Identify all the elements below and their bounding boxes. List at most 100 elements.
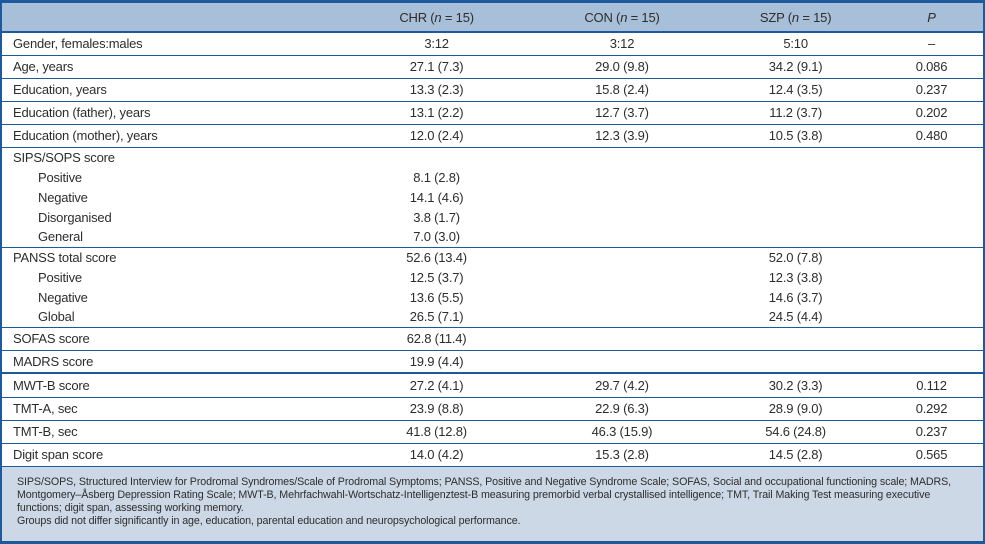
row-label: General — [38, 229, 83, 245]
row-label: MADRS score — [2, 349, 341, 373]
value-szp: 24.5 (4.4) — [768, 309, 823, 325]
value-con — [533, 187, 712, 207]
value-szp — [711, 187, 880, 207]
table-row: Negative 13.6 (5.5) 14.6 (3.7) — [2, 287, 983, 307]
value-szp: 34.2 (9.1) — [711, 54, 880, 78]
row-label: Positive — [38, 169, 82, 185]
value-chr: 62.8 (11.4) — [340, 326, 533, 350]
value-p: 0.202 — [879, 100, 983, 124]
value-chr: 23.9 (8.8) — [340, 396, 533, 420]
value-con: 3:12 — [609, 36, 635, 52]
value-chr: 8.1 (2.8) — [413, 169, 460, 185]
row-label: Age, years — [2, 54, 341, 78]
table-row: Education (father), years 13.1 (2.2) 12.7 … — [2, 100, 983, 124]
row-label: Education (mother), years — [2, 123, 341, 147]
table-row: Age, years 27.1 (7.3) 29.0 (9.8) 34.2 (9.1)… — [2, 54, 983, 78]
value-szp: 30.2 (3.3) — [711, 372, 880, 397]
footnote-note: Groups did not differ significantly in a… — [17, 515, 521, 527]
table-row: Disorganised 3.8 (1.7) — [2, 207, 983, 227]
value-chr: 12.0 (2.4) — [340, 123, 533, 147]
table-row: Education, years 13.3 (2.3) 15.8 (2.4) 12.4… — [2, 77, 983, 101]
footnote-block: SIPS/SOPS, Structured Interview for Prod… — [2, 466, 983, 541]
value-szp — [711, 207, 880, 227]
value-p: 0.237 — [879, 419, 983, 443]
table-row: MWT-B score 27.2 (4.1) 29.7 (4.2) 30.2 (3.3… — [2, 372, 983, 397]
value-p — [880, 227, 983, 247]
table-row: Education (mother), years 12.0 (2.4) 12.3 … — [2, 123, 983, 147]
value-szp: 10.5 (3.8) — [711, 123, 880, 147]
row-label: Negative — [38, 289, 88, 305]
value-chr: 13.6 (5.5) — [409, 289, 464, 305]
row-label: Education, years — [2, 77, 341, 101]
row-label: MWT-B score — [2, 372, 341, 397]
value-chr: 19.9 (4.4) — [340, 349, 533, 373]
value-con: 22.9 (6.3) — [532, 396, 712, 420]
value-szp: 54.6 (24.8) — [711, 419, 880, 443]
value-p: 0.237 — [879, 77, 983, 101]
table-row: TMT-B, sec 41.8 (12.8) 46.3 (15.9) 54.6 (24… — [2, 419, 983, 443]
value-szp: 12.3 (3.8) — [768, 269, 823, 285]
value-chr: 26.5 (7.1) — [409, 309, 464, 325]
value-p — [880, 187, 983, 207]
table-row: Positive 12.5 (3.7) 12.3 (3.8) — [2, 267, 983, 287]
value-p: – — [927, 36, 935, 52]
table-row: Positive 8.1 (2.8) — [2, 167, 983, 187]
value-p — [880, 167, 983, 187]
value-con — [533, 267, 712, 287]
value-con — [533, 207, 712, 227]
row-label: TMT-B, sec — [2, 419, 341, 443]
value-chr: 7.0 (3.0) — [413, 229, 460, 245]
value-con: 29.0 (9.8) — [532, 54, 712, 78]
value-p — [880, 267, 983, 287]
value-szp: 5:10 — [783, 36, 808, 52]
row-label: SIPS/SOPS score — [2, 146, 341, 167]
value-chr: 27.2 (4.1) — [340, 372, 533, 397]
value-chr — [340, 146, 533, 167]
value-szp — [711, 227, 880, 247]
value-con: 15.3 (2.8) — [532, 442, 712, 466]
value-con — [532, 349, 712, 373]
row-label: Positive — [38, 269, 82, 285]
value-szp: 12.4 (3.5) — [711, 77, 880, 101]
table-row: SIPS/SOPS score — [2, 146, 983, 167]
value-con: 12.7 (3.7) — [532, 100, 712, 124]
value-chr: 52.6 (13.4) — [340, 246, 533, 267]
header-label-empty — [2, 3, 341, 33]
value-con: 46.3 (15.9) — [532, 419, 712, 443]
value-con — [533, 167, 712, 187]
demographics-table: CHR (n = 15) CON (n = 15) SZP (n = 15) P… — [2, 3, 983, 466]
row-label: Negative — [38, 189, 88, 205]
value-p — [879, 326, 983, 350]
row-label: Global — [38, 309, 75, 325]
table-row: TMT-A, sec 23.9 (8.8) 22.9 (6.3) 28.9 (9.0)… — [2, 396, 983, 420]
value-chr: 13.3 (2.3) — [340, 77, 533, 101]
value-szp: 14.6 (3.7) — [768, 289, 823, 305]
value-con: 15.8 (2.4) — [532, 77, 712, 101]
value-chr: 41.8 (12.8) — [340, 419, 533, 443]
table-row: Gender, females:males 3:12 3:12 5:10 – — [2, 32, 983, 55]
value-chr: 3:12 — [424, 36, 449, 52]
header-row: CHR (n = 15) CON (n = 15) SZP (n = 15) P — [2, 3, 983, 33]
row-label: SOFAS score — [2, 326, 341, 350]
value-szp — [711, 146, 880, 167]
value-szp — [711, 326, 880, 350]
value-chr: 14.0 (4.2) — [340, 442, 533, 466]
value-p — [879, 146, 983, 167]
value-szp: 14.5 (2.8) — [711, 442, 880, 466]
table-row: PANSS total score 52.6 (13.4) 52.0 (7.8) — [2, 246, 983, 267]
row-label: Education (father), years — [2, 100, 341, 124]
value-p — [880, 307, 983, 327]
value-chr: 12.5 (3.7) — [409, 269, 464, 285]
value-szp — [711, 349, 880, 373]
value-con: 29.7 (4.2) — [532, 372, 712, 397]
row-label: PANSS total score — [2, 246, 341, 267]
value-p — [880, 287, 983, 307]
value-chr: 27.1 (7.3) — [340, 54, 533, 78]
value-szp: 11.2 (3.7) — [711, 100, 880, 124]
row-label: Digit span score — [2, 442, 341, 466]
value-p: 0.292 — [879, 396, 983, 420]
value-con — [532, 146, 712, 167]
table-row: Digit span score 14.0 (4.2) 15.3 (2.8) 14.5… — [2, 442, 983, 466]
value-chr: 3.8 (1.7) — [413, 209, 460, 225]
